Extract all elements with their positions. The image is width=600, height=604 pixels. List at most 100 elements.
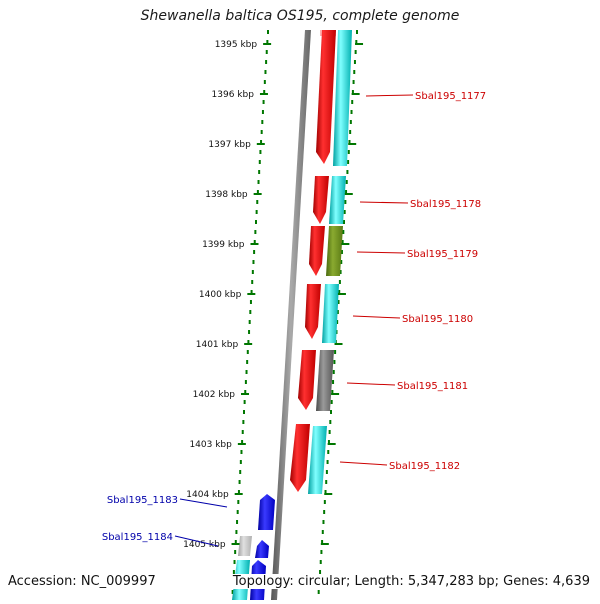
right-guide-dot xyxy=(322,520,325,524)
tick-mark xyxy=(331,393,340,395)
left-guide-dot xyxy=(252,260,255,264)
right-guide-dot xyxy=(324,490,327,494)
left-guide-dot xyxy=(246,350,249,354)
tick-mark xyxy=(253,193,262,195)
tick-mark xyxy=(237,443,246,445)
left-guide-dot xyxy=(234,550,237,554)
gene-label: Sbal195_1177 xyxy=(415,91,486,102)
left-guide-dot xyxy=(244,390,247,394)
gene-label: Sbal195_1179 xyxy=(407,249,478,260)
left-guide-dot xyxy=(245,370,248,374)
right-guide-dot xyxy=(325,470,328,474)
right-guide-dot xyxy=(338,290,341,294)
tick-label: 1404 kbp xyxy=(186,490,229,500)
right-guide-dot xyxy=(330,410,332,414)
left-guide-dot xyxy=(234,540,237,544)
gene-leader-line xyxy=(356,251,406,254)
right-guide-dot xyxy=(340,260,343,264)
reverse-cds-arrow xyxy=(255,540,269,558)
tick-mark xyxy=(234,493,243,495)
forward-cds-arrow xyxy=(290,424,310,492)
gene-leader-line xyxy=(346,382,396,386)
left-guide-dot xyxy=(247,340,250,344)
right-guide-dot xyxy=(345,180,348,184)
left-guide-dot xyxy=(248,320,251,324)
tick-mark xyxy=(341,243,350,245)
tick-label: 1401 kbp xyxy=(196,340,239,350)
forward-cds-arrow xyxy=(298,350,316,410)
tick-label: 1399 kbp xyxy=(202,240,245,250)
right-guide-dot xyxy=(333,360,336,364)
left-guide-dot xyxy=(258,160,261,164)
left-guide-dot xyxy=(265,60,268,64)
left-guide-dot xyxy=(233,560,236,564)
reverse-gene-block xyxy=(238,536,252,556)
left-guide-dot xyxy=(239,470,242,474)
tick-mark xyxy=(320,543,329,545)
left-guide-dot xyxy=(248,330,251,334)
left-guide-dot xyxy=(260,130,263,134)
right-guide-dot xyxy=(343,210,346,214)
right-guide-dot xyxy=(353,60,356,64)
tick-label: 1395 kbp xyxy=(215,40,258,50)
tick-label: 1400 kbp xyxy=(199,290,242,300)
gene-label: Sbal195_1183 xyxy=(107,495,178,506)
left-guide-dot xyxy=(249,300,252,304)
right-guide-dot xyxy=(336,320,339,324)
right-guide-dot xyxy=(348,140,351,144)
gene-lane-block xyxy=(333,30,352,166)
forward-cds-arrow xyxy=(313,176,329,224)
gene-leader-line xyxy=(179,498,228,508)
right-guide-dot xyxy=(344,200,347,204)
tick-label: 1403 kbp xyxy=(189,440,232,450)
left-guide-dot xyxy=(236,520,239,524)
left-guide-dot xyxy=(267,30,269,34)
left-guide-dot xyxy=(263,80,266,84)
gene-lane-block xyxy=(316,350,334,411)
left-guide-dot xyxy=(258,170,261,174)
gene-label: Sbal195_1184 xyxy=(102,532,173,543)
right-guide-dot xyxy=(321,530,324,534)
tick-mark xyxy=(355,43,364,45)
left-guide-dot xyxy=(251,270,254,274)
gene-leader-line xyxy=(352,315,401,319)
right-guide-dot xyxy=(336,310,339,314)
gene-leader-line xyxy=(174,535,219,547)
right-guide-dot xyxy=(323,500,326,504)
right-guide-dot xyxy=(329,420,332,424)
right-guide-dot xyxy=(342,230,345,234)
tick-mark xyxy=(241,393,250,395)
map-title: Shewanella baltica OS195, complete genom… xyxy=(140,8,460,24)
right-guide-dot xyxy=(347,150,350,154)
forward-cds-arrow xyxy=(305,284,321,339)
left-guide-dot xyxy=(255,220,257,224)
gene-label: Sbal195_1178 xyxy=(410,199,481,210)
tick-mark xyxy=(247,293,256,295)
tick-mark xyxy=(348,143,357,145)
right-guide-dot xyxy=(327,450,330,454)
right-guide-dot xyxy=(317,590,320,594)
genome-summary-text: Topology: circular; Length: 5,347,283 bp… xyxy=(230,574,590,589)
left-guide-dot xyxy=(261,120,264,124)
right-guide-dot xyxy=(338,280,341,284)
right-guide-dot xyxy=(346,170,349,174)
right-guide-dot xyxy=(331,390,334,394)
tick-label: 1402 kbp xyxy=(193,390,236,400)
right-guide-dot xyxy=(340,250,343,254)
gene-lane-block xyxy=(326,226,343,276)
gene-label: Sbal195_1181 xyxy=(397,381,468,392)
reverse-cds-arrow xyxy=(258,494,275,530)
right-guide-dot xyxy=(332,370,335,374)
right-guide-dot xyxy=(354,50,357,54)
left-guide-dot xyxy=(250,290,253,294)
forward-cds-arrow xyxy=(309,226,325,276)
left-guide-dot xyxy=(237,500,240,504)
forward-cds-arrow xyxy=(316,30,336,164)
gene-lane-block xyxy=(329,176,346,224)
left-guide-dot xyxy=(253,250,256,254)
left-guide-dot xyxy=(265,50,268,54)
right-guide-dot xyxy=(349,120,352,124)
left-guide-dot xyxy=(262,100,265,104)
left-guide-dot xyxy=(235,530,238,534)
